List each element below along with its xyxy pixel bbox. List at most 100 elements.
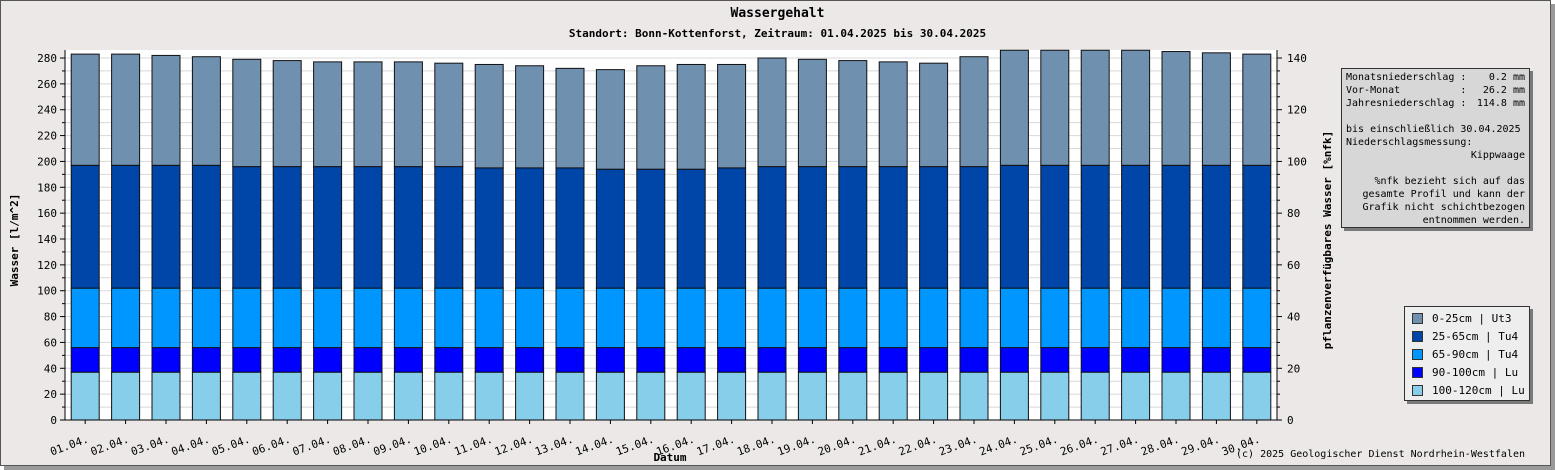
x-tick-label: 09.04. xyxy=(372,433,414,459)
bar-segment xyxy=(474,63,504,169)
bar-segment xyxy=(959,56,989,168)
bar-segment xyxy=(272,166,302,289)
bar-segment xyxy=(797,166,827,289)
legend-item: 65-90cm | Tu4 xyxy=(1412,345,1529,363)
y-tick-label: 160 xyxy=(37,207,57,220)
bar-segment xyxy=(1080,371,1110,421)
x-tick-label: 17.04. xyxy=(695,433,737,459)
bar-segment xyxy=(151,54,181,166)
bar-segment xyxy=(838,287,868,349)
bar-segment xyxy=(676,347,706,373)
bar-segment xyxy=(272,287,302,349)
bar-segment xyxy=(999,347,1029,373)
bar-segment xyxy=(1161,347,1191,373)
bar-segment xyxy=(151,287,181,349)
y2-tick-label: 0 xyxy=(1287,414,1294,427)
bar-segment xyxy=(191,164,221,289)
bar-segment xyxy=(595,287,625,349)
bar-segment xyxy=(1242,371,1272,421)
chart-subtitle: Standort: Bonn-Kottenforst, Zeitraum: 01… xyxy=(568,27,987,40)
bar-segment xyxy=(676,63,706,170)
bar-segment xyxy=(353,347,383,373)
y-tick-label: 100 xyxy=(37,285,57,298)
bar-segment xyxy=(919,62,949,168)
y2-tick-label: 120 xyxy=(1287,104,1307,117)
bar-segment xyxy=(232,347,262,373)
bar-segment xyxy=(595,69,625,170)
bar-segment xyxy=(595,371,625,421)
bar-segment xyxy=(1121,164,1151,289)
bar-segment xyxy=(757,287,787,349)
bar-segment xyxy=(1040,164,1070,289)
bar-segment xyxy=(595,347,625,373)
bar-segment xyxy=(636,65,666,170)
bar-segment xyxy=(313,166,343,289)
bar-segment xyxy=(1201,164,1231,289)
x-tick-label: 08.04. xyxy=(331,433,373,459)
bar-segment xyxy=(1161,371,1191,421)
y2-tick-label: 140 xyxy=(1287,52,1307,65)
bar-segment xyxy=(717,63,747,169)
x-tick-label: 10.04. xyxy=(412,433,454,459)
bar-segment xyxy=(1242,347,1272,373)
bar-segment xyxy=(111,371,141,421)
info-vormonat-value: 26.2 mm xyxy=(1482,85,1525,96)
legend-item: 25-65cm | Tu4 xyxy=(1412,327,1529,345)
y2-tick-label: 80 xyxy=(1287,207,1300,220)
y-tick-label: 260 xyxy=(37,78,57,91)
bar-segment xyxy=(232,58,262,168)
bar-segment xyxy=(757,371,787,421)
bar-segment xyxy=(555,347,585,373)
x-tick-label: 14.04. xyxy=(574,433,616,459)
info-messung-value: Kippwaage xyxy=(1470,150,1525,161)
bar-segment xyxy=(1040,49,1070,166)
bar-segment xyxy=(70,347,100,373)
bar-segment xyxy=(1121,347,1151,373)
bar-segment xyxy=(676,371,706,421)
bar-segment xyxy=(434,166,464,289)
legend-item: 90-100cm | Lu xyxy=(1412,363,1529,381)
bar-segment xyxy=(1161,51,1191,166)
bar-segment xyxy=(595,168,625,289)
x-tick-label: 04.04. xyxy=(170,433,212,459)
bar-segment xyxy=(111,164,141,289)
bar-segment xyxy=(1201,287,1231,349)
bar-segment xyxy=(353,287,383,349)
bar-segment xyxy=(919,166,949,289)
info-monats-value: 0.2 mm xyxy=(1488,72,1525,83)
bar-segment xyxy=(434,347,464,373)
y-tick-label: 220 xyxy=(37,130,57,143)
bar-segment xyxy=(838,60,868,168)
x-tick-label: 06.04. xyxy=(250,433,292,459)
bar-segment xyxy=(838,347,868,373)
bar-segment xyxy=(1121,287,1151,349)
chart-title: Wassergehalt xyxy=(730,6,825,21)
x-tick-label: 25.04. xyxy=(1018,433,1060,459)
bar-segment xyxy=(1201,52,1231,166)
bar-segment xyxy=(474,371,504,421)
bar-segment xyxy=(797,58,827,168)
bar-segment xyxy=(191,347,221,373)
bar-segment xyxy=(393,287,423,349)
legend-item: 100-120cm | Lu xyxy=(1412,381,1529,399)
bar-segment xyxy=(515,287,545,349)
bar-segment xyxy=(838,166,868,289)
bar-segment xyxy=(393,347,423,373)
bar-segment xyxy=(676,287,706,349)
legend-swatch xyxy=(1412,348,1423,360)
x-tick-label: 15.04. xyxy=(614,433,656,459)
y-tick-label: 200 xyxy=(37,155,57,168)
bar-segment xyxy=(313,347,343,373)
bar-segment xyxy=(191,56,221,166)
bar-segment xyxy=(1040,347,1070,373)
bar-segment xyxy=(474,287,504,349)
bar-segment xyxy=(797,371,827,421)
y-tick-label: 140 xyxy=(37,233,57,246)
bar-segment xyxy=(878,371,908,421)
info-bis-line: bis einschließlich 30.04.2025 xyxy=(1346,124,1521,135)
bar-segment xyxy=(1080,347,1110,373)
bar-segment xyxy=(878,287,908,349)
y2-tick-label: 60 xyxy=(1287,259,1300,272)
x-tick-label: 05.04. xyxy=(210,433,252,459)
bar-segment xyxy=(838,371,868,421)
